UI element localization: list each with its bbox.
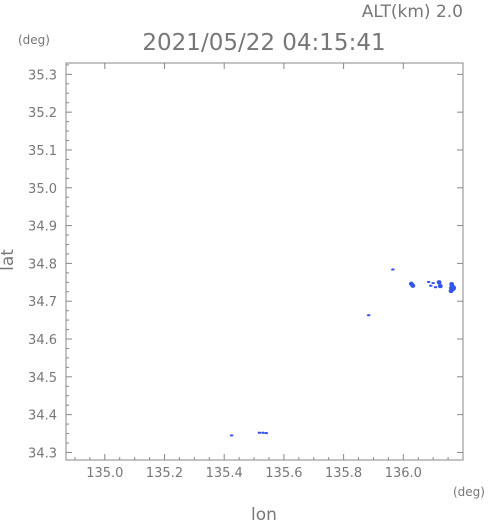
data-point xyxy=(448,288,454,294)
data-point xyxy=(433,286,438,289)
data-point xyxy=(229,434,234,437)
y-tick-label: 35.0 xyxy=(28,182,57,197)
data-points xyxy=(229,268,457,437)
y-axis-ticks: 34.3 34.4 34.5 34.6 34.7 34.8 34.9 35.0 35.1 35.2… xyxy=(28,64,463,461)
x-tick-label: 135.8 xyxy=(325,466,362,481)
y-tick-label: 34.7 xyxy=(28,295,57,310)
y-tick-label: 35.3 xyxy=(28,68,57,83)
chart-title: 2021/05/22 04:15:41 xyxy=(142,30,385,56)
data-point xyxy=(391,268,395,271)
y-axis-label: lat xyxy=(0,249,18,271)
data-point xyxy=(257,431,262,434)
data-point xyxy=(436,280,442,285)
data-point xyxy=(431,281,435,285)
data-point xyxy=(410,283,416,288)
x-tick-label: 135.4 xyxy=(206,466,243,481)
data-point xyxy=(264,432,269,435)
y-tick-label: 34.6 xyxy=(28,333,57,348)
x-tick-label: 135.0 xyxy=(86,466,123,481)
x-axis-ticks: 135.0 135.2 135.4 135.6 135.8 136.0 xyxy=(74,63,449,481)
chart-subtitle: ALT(km) 2.0 xyxy=(362,2,463,22)
y-tick-label: 34.3 xyxy=(28,446,57,461)
x-tick-label: 135.2 xyxy=(146,466,183,481)
y-tick-label: 34.5 xyxy=(28,371,57,386)
data-point xyxy=(429,284,433,287)
y-tick-label: 34.9 xyxy=(28,220,57,235)
y-tick-label: 34.4 xyxy=(28,409,57,424)
data-point xyxy=(426,280,431,284)
x-tick-label: 136.0 xyxy=(385,466,422,481)
data-point xyxy=(366,314,371,317)
y-tick-label: 35.1 xyxy=(28,144,57,159)
x-unit-label: (deg) xyxy=(453,485,485,499)
x-tick-label: 135.6 xyxy=(265,466,302,481)
y-tick-label: 35.2 xyxy=(28,106,57,121)
y-unit-label: (deg) xyxy=(18,33,50,47)
plot-frame xyxy=(65,62,464,461)
data-point xyxy=(437,283,443,289)
x-axis-label: lon xyxy=(251,505,277,521)
data-point xyxy=(261,431,265,434)
y-tick-label: 34.8 xyxy=(28,257,57,272)
